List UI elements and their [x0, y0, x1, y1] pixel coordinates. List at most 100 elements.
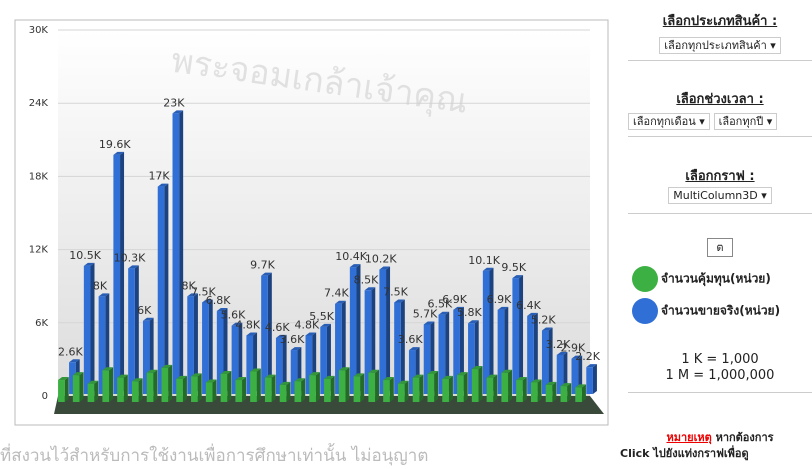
bar-top [113, 151, 125, 155]
bar-top [220, 370, 232, 374]
bar-side [489, 267, 494, 394]
bar [501, 372, 509, 402]
bar [157, 186, 165, 394]
bar [305, 335, 313, 394]
bar-top [161, 364, 173, 368]
bar-top [457, 372, 468, 376]
bar [571, 358, 579, 394]
bar-top [216, 308, 228, 312]
data-label: 3.2K [546, 338, 571, 351]
legend-marker [632, 266, 658, 292]
data-label: 6.5K [427, 298, 452, 311]
bar-side [134, 265, 139, 394]
bar-top [427, 370, 439, 374]
bar [294, 381, 302, 402]
bar-top [187, 293, 198, 297]
bar-side [552, 381, 557, 402]
bar [408, 350, 416, 394]
bar [172, 113, 180, 395]
bar [586, 367, 593, 394]
bar-side [301, 378, 306, 402]
bar-top [87, 380, 99, 384]
bar-side [581, 384, 586, 402]
watermark-footer: ที่สงวนไว้สำหรับการใช้งานเพื่อการศึกษาเท… [0, 446, 429, 466]
bar [379, 269, 387, 394]
data-label: 5.6K [221, 309, 246, 322]
y-tick-label: 6K [35, 318, 48, 329]
data-label: 9.7K [250, 259, 275, 272]
bar [202, 302, 209, 394]
bar [394, 302, 401, 394]
bar-side [193, 293, 198, 394]
legend-label: จำนวนขายจริง(หน่วย) [661, 303, 781, 318]
bar [205, 382, 213, 402]
bar-side [282, 334, 287, 394]
legend: จำนวนคุ้มทุน(หน่วย) จำนวนขายจริง(หน่วย) [632, 264, 812, 330]
bar-top [98, 293, 110, 297]
bar [497, 309, 505, 394]
bar [471, 369, 479, 402]
bar-side [286, 381, 291, 402]
bar-top [383, 377, 394, 381]
bar-side [153, 369, 158, 402]
unit-k: 1 K = 1,000 [681, 352, 759, 367]
bar [482, 270, 490, 394]
bar [98, 296, 106, 394]
data-label: 10.5K [69, 249, 101, 262]
data-label: 10.1K [468, 254, 500, 267]
bar-side [389, 377, 394, 402]
bar-top [379, 266, 391, 270]
bar-top [250, 368, 261, 372]
bar-side [256, 368, 261, 402]
bar-top [571, 355, 583, 359]
bar-side [356, 264, 361, 394]
bar-side [345, 367, 350, 402]
bar [320, 326, 327, 394]
bar-side [120, 151, 125, 394]
bar-top [131, 378, 143, 382]
data-label: 5.2K [531, 314, 556, 327]
y-tick-label: 18K [29, 171, 49, 182]
legend-item: จำนวนขายจริง(หน่วย) [632, 298, 812, 324]
bar [442, 378, 449, 402]
bar-side [267, 272, 272, 394]
bar-top [69, 359, 80, 363]
bar-side [360, 373, 365, 402]
data-label: 6K [137, 304, 152, 317]
bar-top [497, 306, 509, 310]
month-select[interactable]: เลือกทุกเดือน ▾ [628, 113, 710, 130]
graph-select[interactable]: MultiColumn3D ▾ [668, 187, 772, 204]
bar-top [338, 367, 350, 371]
data-label: 23K [163, 96, 185, 109]
bar [231, 325, 239, 394]
bar-side [168, 364, 173, 402]
submit-button[interactable]: ต [707, 238, 733, 257]
bar-top [279, 381, 291, 385]
bar [72, 375, 80, 402]
bar [235, 380, 243, 402]
bar-top [397, 380, 409, 384]
data-label: 17K [148, 170, 170, 183]
graph-wrap: MultiColumn3D ▾ [628, 187, 812, 204]
bar-top [320, 323, 331, 327]
unit-m: 1 M = 1,000,000 [665, 368, 775, 383]
bar-side [533, 312, 538, 394]
bar-top [294, 378, 306, 382]
year-select[interactable]: เลือกทุกปี ▾ [713, 113, 778, 130]
bar-top [275, 334, 287, 338]
bar-top [541, 327, 553, 331]
bar-top [261, 272, 272, 276]
bar [397, 383, 405, 402]
data-label: 4.8K [294, 318, 319, 331]
bar-top [394, 299, 405, 303]
product-select[interactable]: เลือกทุกประเภทสินค้า ▾ [659, 37, 781, 54]
bar-top [202, 299, 213, 303]
bar-side [90, 262, 95, 394]
bar [575, 387, 582, 402]
bar [309, 375, 316, 402]
bar-side [400, 299, 405, 394]
bar [117, 377, 124, 402]
data-label: 2.9K [560, 342, 585, 355]
bar-top [191, 373, 202, 377]
